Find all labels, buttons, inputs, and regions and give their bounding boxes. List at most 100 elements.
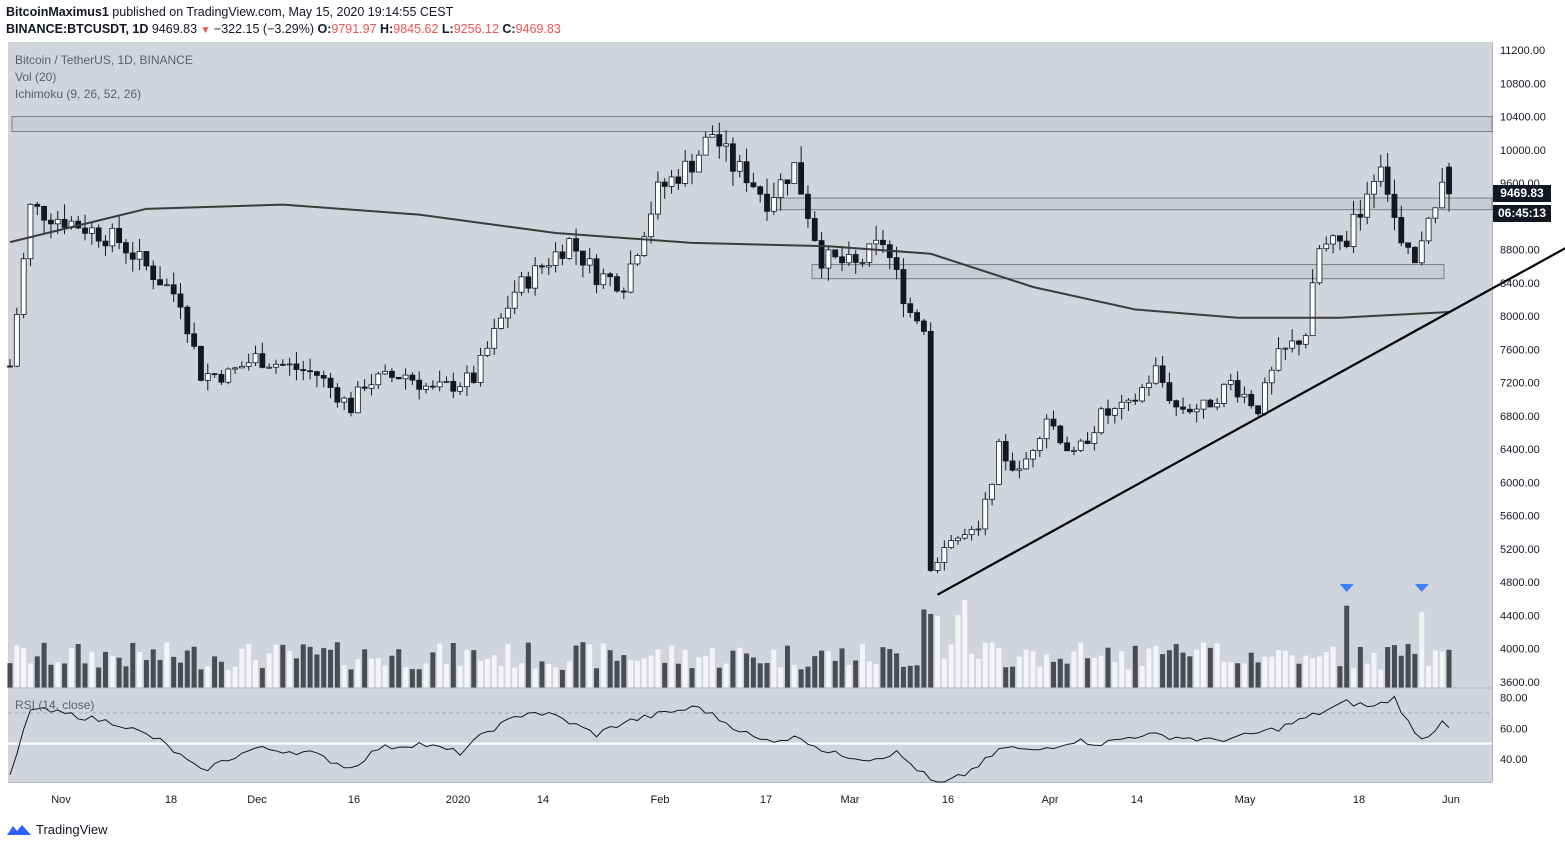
volume-bar bbox=[68, 648, 74, 688]
candle-up bbox=[566, 238, 573, 259]
price-tick-label: 4800.00 bbox=[1500, 577, 1540, 589]
time-tick-label: 16 bbox=[348, 794, 360, 806]
footer-brand[interactable]: TradingView bbox=[36, 822, 108, 837]
candle-up bbox=[511, 291, 518, 309]
candle-up bbox=[341, 397, 348, 403]
symbol-label[interactable]: BINANCE:BTCUSDT, 1D bbox=[6, 22, 149, 36]
price-change: −322.15 (−3.29%) bbox=[213, 22, 314, 36]
volume-bar bbox=[109, 656, 115, 688]
candle-down bbox=[818, 240, 825, 269]
candle-down bbox=[327, 377, 334, 388]
legend-title[interactable]: Bitcoin / TetherUS, 1D, BINANCE bbox=[15, 53, 193, 67]
rsi-legend[interactable]: RSI (14, close) bbox=[15, 698, 95, 712]
volume-bar bbox=[1426, 665, 1432, 688]
candle-up bbox=[975, 528, 982, 531]
price-tick-label: 7600.00 bbox=[1500, 344, 1540, 356]
volume-bar bbox=[1432, 650, 1438, 688]
legend-volume[interactable]: Vol (20) bbox=[15, 70, 57, 84]
candle-up bbox=[873, 239, 880, 245]
candle-up bbox=[354, 386, 361, 414]
candle-down bbox=[914, 312, 920, 322]
volume-bar bbox=[969, 653, 975, 688]
candle-up bbox=[1214, 403, 1221, 408]
tradingview-logo-icon[interactable] bbox=[6, 823, 32, 837]
candle-up bbox=[498, 317, 504, 329]
candle-up bbox=[634, 255, 641, 265]
high-label: H: bbox=[380, 22, 394, 36]
candle-up bbox=[1268, 369, 1275, 384]
volume-bar bbox=[232, 666, 238, 688]
candle-up bbox=[273, 363, 279, 368]
legend-ichimoku[interactable]: Ichimoku (9, 26, 52, 26) bbox=[15, 87, 142, 101]
volume-bar bbox=[1180, 652, 1186, 688]
chart-area[interactable] bbox=[8, 42, 1492, 782]
volume-bar bbox=[1010, 666, 1016, 688]
candle-up bbox=[1077, 440, 1084, 451]
candle-down bbox=[1186, 408, 1193, 413]
volume-bar bbox=[1398, 655, 1404, 688]
candle-down bbox=[1207, 399, 1214, 408]
volume-bar bbox=[1262, 656, 1268, 688]
volume-bar bbox=[819, 650, 825, 688]
candle-down bbox=[1234, 380, 1241, 398]
candle-down bbox=[293, 363, 300, 370]
candle-up bbox=[491, 328, 498, 349]
candle-down bbox=[1398, 217, 1405, 244]
candle-down bbox=[1064, 442, 1070, 452]
resistance-zone bbox=[764, 197, 1493, 211]
candle-up bbox=[464, 372, 470, 388]
candle-up bbox=[1043, 418, 1050, 440]
volume-bar bbox=[1166, 650, 1172, 688]
volume-bar bbox=[662, 662, 668, 688]
volume-bar bbox=[1044, 654, 1050, 688]
price-axis[interactable] bbox=[1492, 42, 1565, 782]
volume-bar bbox=[825, 651, 831, 688]
candle-down bbox=[1173, 400, 1180, 408]
candle-up bbox=[648, 213, 654, 238]
volume-bar bbox=[512, 667, 518, 688]
ascending-trendline bbox=[936, 247, 1565, 596]
candle-down bbox=[1405, 242, 1411, 248]
volume-bar bbox=[1276, 650, 1282, 688]
price-tick-label: 8000.00 bbox=[1500, 311, 1540, 323]
volume-bar bbox=[866, 661, 872, 688]
candle-down bbox=[307, 370, 313, 373]
volume-bar bbox=[532, 668, 538, 688]
candle-down bbox=[143, 251, 150, 267]
candle-up bbox=[1330, 235, 1336, 245]
candle-down bbox=[116, 227, 123, 244]
candle-up bbox=[163, 284, 170, 287]
volume-bar bbox=[212, 656, 218, 688]
author-name[interactable]: BitcoinMaximus1 bbox=[6, 5, 109, 19]
volume-bar bbox=[1098, 655, 1104, 688]
volume-bar bbox=[982, 642, 988, 688]
candle-down bbox=[730, 143, 736, 172]
candle-up bbox=[232, 367, 238, 370]
volume-bar bbox=[1235, 663, 1241, 688]
volume-bar bbox=[1371, 652, 1377, 688]
candle-up bbox=[1111, 408, 1118, 416]
volume-bar bbox=[484, 659, 490, 688]
candle-down bbox=[450, 380, 457, 392]
volume-bar bbox=[75, 644, 81, 688]
low-label: L: bbox=[441, 22, 454, 36]
candle-up bbox=[1193, 408, 1200, 413]
volume-bar bbox=[566, 661, 572, 688]
volume-bar bbox=[1139, 666, 1145, 688]
time-tick-label: 2020 bbox=[446, 794, 470, 806]
candle-down bbox=[218, 374, 225, 383]
time-tick-label: Dec bbox=[247, 794, 267, 806]
volume-bar bbox=[1160, 654, 1166, 688]
candle-down bbox=[852, 254, 859, 263]
candle-up bbox=[682, 160, 689, 184]
volume-bar bbox=[1037, 666, 1043, 688]
candle-down bbox=[1446, 166, 1452, 195]
volume-bar bbox=[266, 653, 272, 688]
price-tick-label: 7200.00 bbox=[1500, 378, 1540, 390]
candle-down bbox=[716, 134, 723, 147]
volume-bar bbox=[314, 654, 320, 688]
volume-bar bbox=[1316, 656, 1322, 688]
candle-up bbox=[109, 227, 116, 247]
time-axis[interactable] bbox=[8, 782, 1492, 813]
